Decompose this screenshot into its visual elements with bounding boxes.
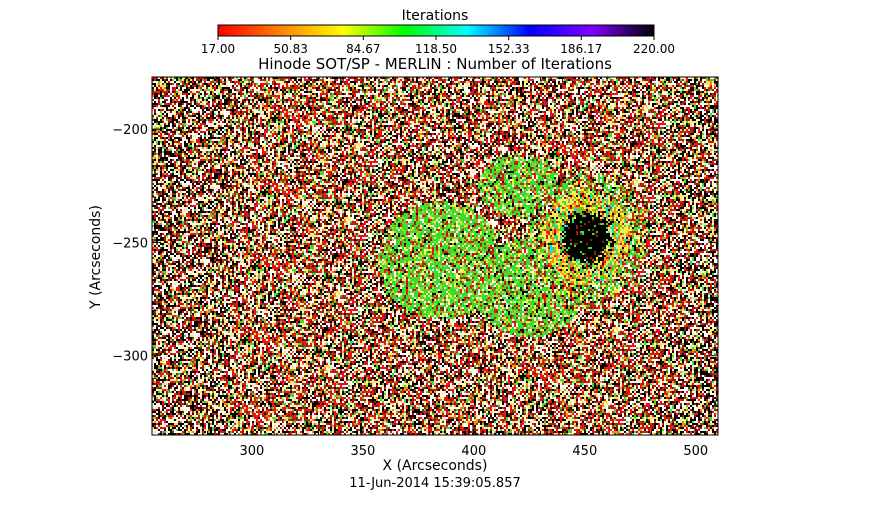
timestamp: 11-Jun-2014 15:39:05.857: [349, 476, 521, 491]
colorbar-tick-label: 118.50: [415, 42, 457, 56]
colorbar: [217, 24, 655, 37]
y-axis: −200 −250 −300: [112, 83, 718, 425]
x-axis-label: X (Arcseconds): [383, 458, 488, 474]
colorbar-tick-labels: 17.00 50.83 84.67 118.50 152.33 186.17 2…: [201, 42, 675, 56]
colorbar-tick-label: 186.17: [560, 42, 602, 56]
x-tick-label: 300: [239, 444, 264, 459]
colorbar-tick-label: 84.67: [346, 42, 380, 56]
colorbar-tick-label: 17.00: [201, 42, 235, 56]
y-tick-label: −300: [112, 350, 148, 365]
y-axis-label: Y (Arcseconds): [88, 205, 104, 310]
colorbar-tick-label: 152.33: [488, 42, 530, 56]
plot-frame: [151, 76, 719, 436]
colorbar-title: Iterations: [402, 8, 469, 24]
heatmap-raster: [152, 77, 718, 435]
colorbar-ticks: [217, 36, 655, 40]
x-axis: 300 350 400 450 500: [162, 77, 719, 459]
y-tick-label: −200: [112, 123, 148, 138]
x-tick-label: 500: [683, 444, 708, 459]
colorbar-tick-label: 50.83: [274, 42, 308, 56]
x-tick-label: 450: [572, 444, 597, 459]
y-tick-label: −250: [112, 236, 148, 251]
colorbar-tick-label: 220.00: [633, 42, 675, 56]
chart-title: Hinode SOT/SP - MERLIN : Number of Itera…: [258, 55, 612, 73]
x-tick-label: 350: [350, 444, 375, 459]
x-tick-label: 400: [461, 444, 486, 459]
heatmap-image: [152, 77, 718, 435]
